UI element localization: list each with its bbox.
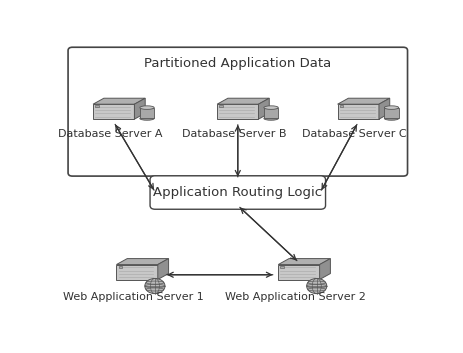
Polygon shape <box>116 259 168 264</box>
Polygon shape <box>93 98 145 104</box>
Polygon shape <box>378 98 389 119</box>
Ellipse shape <box>383 117 398 120</box>
Circle shape <box>144 279 165 294</box>
Polygon shape <box>383 108 398 119</box>
Ellipse shape <box>263 106 278 109</box>
Ellipse shape <box>263 117 278 120</box>
Polygon shape <box>278 259 330 264</box>
Polygon shape <box>258 98 269 119</box>
Text: Database Server B: Database Server B <box>181 129 286 139</box>
Ellipse shape <box>383 106 398 109</box>
Polygon shape <box>119 266 122 268</box>
Text: Web Application Server 2: Web Application Server 2 <box>225 292 365 303</box>
Polygon shape <box>319 259 330 280</box>
Polygon shape <box>337 98 389 104</box>
Text: Database Server A: Database Server A <box>58 129 162 139</box>
Text: Partitioned Application Data: Partitioned Application Data <box>144 57 331 70</box>
FancyBboxPatch shape <box>150 176 325 209</box>
Polygon shape <box>95 105 99 107</box>
Polygon shape <box>337 104 378 119</box>
Text: Web Application Server 1: Web Application Server 1 <box>63 292 203 303</box>
FancyBboxPatch shape <box>68 47 407 176</box>
Polygon shape <box>116 264 157 280</box>
Polygon shape <box>219 105 222 107</box>
Polygon shape <box>157 259 168 280</box>
Text: Application Routing Logic: Application Routing Logic <box>153 186 322 199</box>
Polygon shape <box>263 108 278 119</box>
Polygon shape <box>278 264 319 280</box>
Ellipse shape <box>139 106 154 109</box>
Polygon shape <box>339 105 343 107</box>
Text: Database Server C: Database Server C <box>302 129 406 139</box>
Circle shape <box>306 279 326 294</box>
Ellipse shape <box>139 117 154 120</box>
Polygon shape <box>93 104 134 119</box>
Polygon shape <box>134 98 145 119</box>
Polygon shape <box>217 104 258 119</box>
Polygon shape <box>280 266 283 268</box>
Polygon shape <box>217 98 269 104</box>
Polygon shape <box>139 108 154 119</box>
